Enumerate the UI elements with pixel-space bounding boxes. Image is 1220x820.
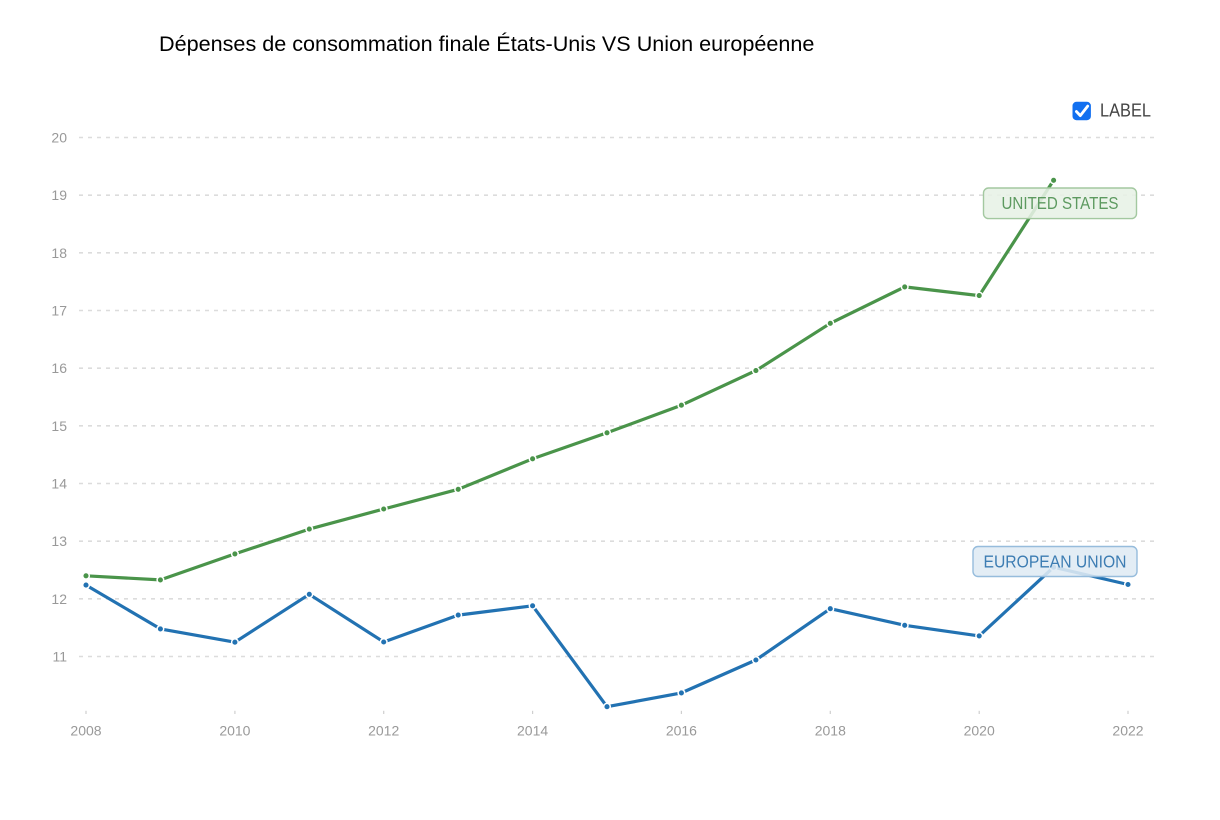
svg-text:20: 20 xyxy=(51,130,67,146)
svg-text:16: 16 xyxy=(51,360,67,376)
svg-text:2016: 2016 xyxy=(666,723,697,739)
svg-text:11: 11 xyxy=(52,649,67,665)
svg-text:2010: 2010 xyxy=(219,723,250,739)
svg-text:2018: 2018 xyxy=(815,723,846,739)
svg-text:2008: 2008 xyxy=(70,723,101,739)
svg-text:LABEL: LABEL xyxy=(1100,100,1151,120)
svg-text:2014: 2014 xyxy=(517,723,548,739)
svg-text:2012: 2012 xyxy=(368,723,399,739)
svg-text:EUROPEAN UNION: EUROPEAN UNION xyxy=(984,552,1127,572)
svg-text:UNITED STATES: UNITED STATES xyxy=(1002,193,1119,213)
svg-text:18: 18 xyxy=(51,245,67,261)
svg-text:12: 12 xyxy=(51,591,67,607)
svg-text:2022: 2022 xyxy=(1112,723,1143,739)
svg-text:19: 19 xyxy=(51,187,67,203)
svg-text:13: 13 xyxy=(51,533,67,549)
svg-text:17: 17 xyxy=(51,303,67,319)
svg-text:15: 15 xyxy=(51,418,67,434)
svg-text:2020: 2020 xyxy=(964,723,995,739)
svg-text:14: 14 xyxy=(51,476,67,492)
